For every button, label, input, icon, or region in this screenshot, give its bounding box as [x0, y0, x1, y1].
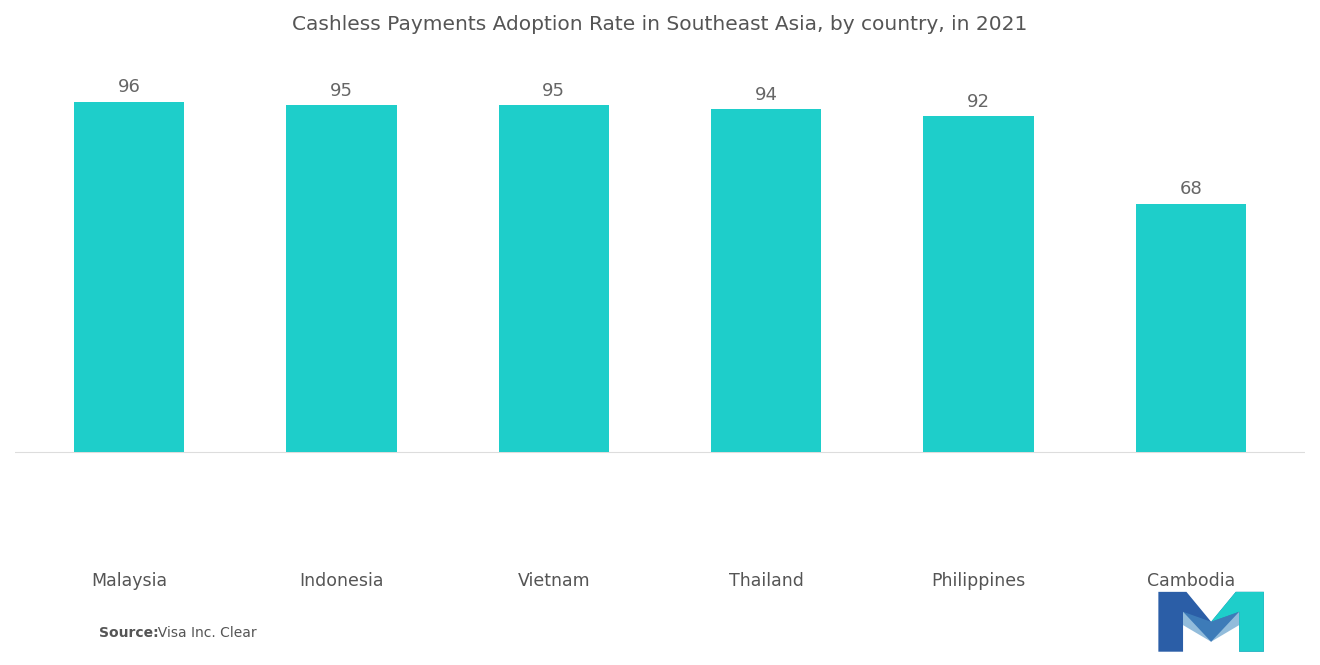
Bar: [74, 102, 183, 452]
Bar: [924, 116, 1034, 452]
Polygon shape: [1183, 612, 1239, 642]
Bar: [711, 109, 821, 452]
Title: Cashless Payments Adoption Rate in Southeast Asia, by country, in 2021: Cashless Payments Adoption Rate in South…: [292, 15, 1028, 34]
Polygon shape: [1212, 592, 1263, 652]
Bar: [499, 105, 609, 452]
Text: Source:: Source:: [99, 626, 158, 640]
Text: 68: 68: [1180, 180, 1203, 198]
Text: 96: 96: [117, 78, 140, 96]
Text: 94: 94: [755, 86, 777, 104]
Text: 95: 95: [330, 82, 352, 100]
Polygon shape: [1159, 592, 1263, 652]
Text: 95: 95: [543, 82, 565, 100]
Text: 92: 92: [968, 93, 990, 111]
Bar: [1137, 203, 1246, 452]
Bar: [286, 105, 396, 452]
Text: Visa Inc. Clear: Visa Inc. Clear: [149, 626, 257, 640]
